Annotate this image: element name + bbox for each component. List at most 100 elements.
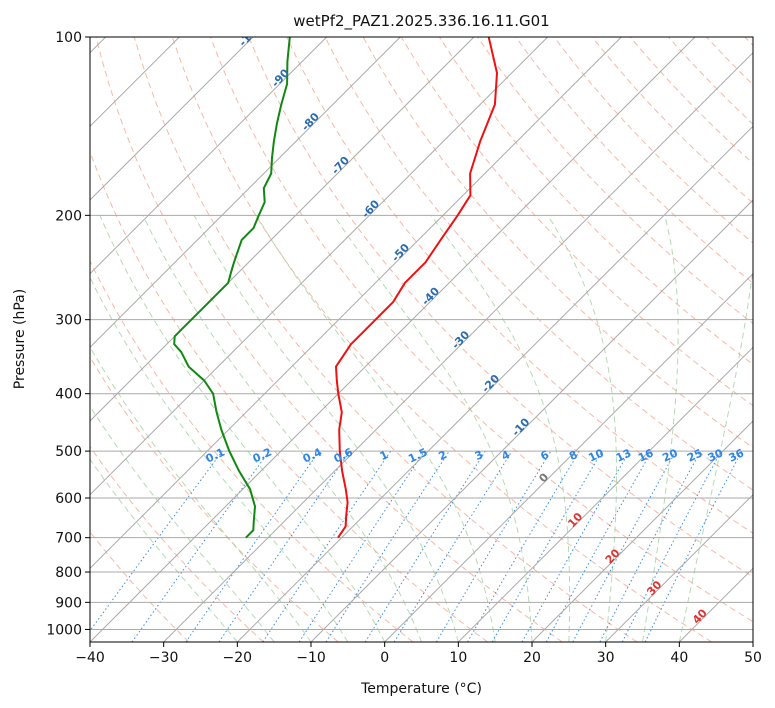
x-tick-label: −40	[75, 650, 105, 666]
mixing-ratio-line	[131, 450, 270, 642]
mixing-ratio-line	[262, 450, 392, 642]
mixing-ratio-line	[435, 450, 552, 642]
y-tick-label: 100	[55, 30, 82, 46]
mixing-ratio-label: 20	[660, 446, 680, 464]
x-tick-label: 50	[744, 650, 762, 666]
dry-adiabat-line	[90, 531, 190, 642]
isotherm-line	[90, 37, 696, 642]
x-tick-label: −30	[149, 650, 179, 666]
dry-adiabat-line	[248, 37, 753, 578]
dry-adiabat-line	[668, 37, 753, 125]
isotherm-label: -50	[389, 241, 412, 265]
isotherm-line	[90, 37, 475, 422]
dry-adiabat-line	[706, 37, 753, 86]
isotherm-label: 40	[690, 606, 710, 626]
moist-adiabat-line	[547, 215, 617, 642]
dry-adiabat-line	[90, 445, 264, 642]
dry-adiabat-line	[210, 37, 753, 623]
mixing-ratio-label: 30	[706, 446, 726, 464]
moist-adiabat-line	[333, 215, 533, 642]
dry-adiabat-line	[515, 37, 753, 284]
plot-area: -100-90-80-70-60-50-40-30-20-10010203040…	[90, 20, 753, 642]
isotherm-line	[163, 51, 753, 642]
isotherm-label: -100	[236, 20, 265, 49]
temperature-profile-line	[335, 37, 498, 539]
y-tick-label: 900	[55, 595, 82, 611]
dry-adiabat-line	[90, 356, 339, 642]
x-tick-label: 10	[449, 650, 467, 666]
x-tick-label: −10	[296, 650, 326, 666]
isotherm-line	[605, 493, 753, 642]
mixing-ratio-line	[467, 450, 580, 642]
mixing-ratio-label: 3	[473, 448, 485, 463]
isotherm-label: 30	[645, 578, 665, 598]
x-tick-label: 20	[523, 650, 541, 666]
y-tick-label: 400	[55, 387, 82, 403]
moist-adiabat-line	[90, 458, 238, 642]
isotherm-label: 20	[603, 546, 623, 566]
isotherm-line	[90, 37, 254, 201]
dry-adiabat-line	[171, 37, 712, 642]
isotherm-label: -40	[419, 284, 442, 308]
moist-adiabat-line	[142, 215, 422, 642]
mixing-ratio-line	[644, 450, 743, 642]
y-axis-label: Pressure (hPa)	[12, 289, 28, 389]
dry-adiabat-line	[90, 259, 414, 642]
x-tick-label: −20	[223, 650, 253, 666]
dry-adiabat-line	[90, 150, 488, 642]
mixing-ratio-label: 0.6	[332, 445, 355, 465]
mixing-ratio-label: 36	[727, 446, 747, 464]
isotherm-label: 10	[565, 510, 585, 530]
isotherm-label: -10	[509, 415, 532, 439]
isotherm-line	[457, 346, 753, 642]
mixing-ratio-label: 25	[685, 446, 704, 464]
dry-adiabat-line	[744, 37, 753, 47]
x-tick-label: 40	[670, 650, 688, 666]
x-tick-label: 30	[597, 650, 615, 666]
mixing-ratio-line	[545, 450, 653, 642]
isotherm-label: -30	[449, 328, 472, 352]
isotherm-line	[236, 125, 753, 642]
isotherm-line	[678, 567, 753, 642]
isotherm-line	[310, 199, 753, 642]
mixing-ratio-label: 2	[437, 448, 449, 463]
x-axis-label: Temperature (°C)	[360, 681, 482, 697]
y-tick-label: 500	[55, 444, 82, 460]
mixing-ratio-label: 16	[636, 446, 656, 464]
mixing-ratio-label: 13	[614, 446, 633, 464]
x-tick-label: 0	[380, 650, 389, 666]
mixing-ratio-label: 4	[500, 448, 513, 463]
mixing-ratio-label: 1	[378, 448, 390, 463]
y-tick-label: 600	[55, 491, 82, 507]
chart-title: wetPf2_PAZ1.2025.336.16.11.G01	[293, 12, 549, 31]
y-tick-label: 300	[55, 313, 82, 329]
y-tick-label: 200	[55, 208, 82, 224]
mixing-ratio-line	[218, 450, 351, 642]
dry-adiabat-line	[95, 37, 563, 642]
mixing-ratio-label: 6	[539, 448, 552, 463]
mixing-ratio-line	[90, 450, 223, 632]
moist-adiabat-line	[99, 215, 386, 642]
mixing-ratio-line	[298, 450, 425, 642]
y-tick-label: 1000	[46, 622, 82, 638]
mixing-ratio-line	[185, 450, 320, 642]
dewpoint-profile-line	[173, 37, 291, 539]
mixing-ratio-line	[393, 450, 513, 642]
moist-adiabat-line	[642, 215, 679, 642]
isotherm-label: -90	[269, 66, 292, 90]
moist-adiabat-line	[430, 215, 571, 642]
moist-adiabat-line	[90, 405, 275, 642]
isotherm-label: -80	[299, 110, 322, 134]
dry-adiabat-line	[591, 37, 753, 204]
plot-frame	[89, 36, 754, 643]
mixing-ratio-line	[364, 450, 486, 642]
isotherm-line	[90, 37, 401, 349]
isotherm-line	[90, 37, 328, 275]
moist-adiabat-line	[90, 346, 312, 642]
isotherm-line	[90, 37, 622, 570]
isotherm-line	[384, 272, 753, 642]
isotherm-label: -20	[479, 372, 502, 396]
mixing-ratio-label: 10	[586, 446, 606, 464]
isotherm-label: 0	[536, 470, 551, 485]
